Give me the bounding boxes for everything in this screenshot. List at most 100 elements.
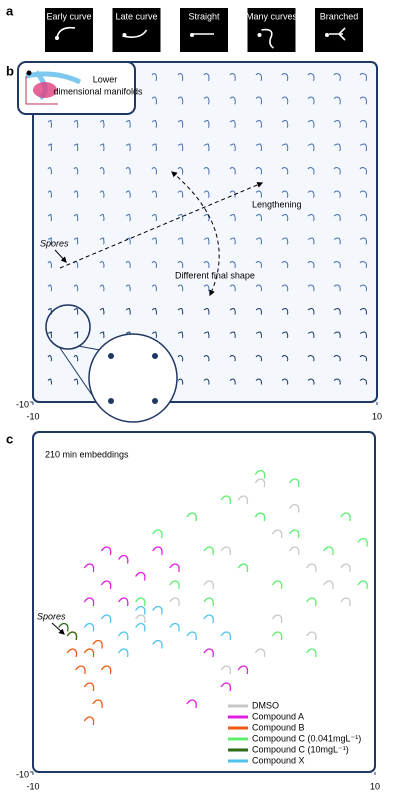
glyph (203, 143, 210, 152)
point (83, 682, 95, 692)
legend-label: Compound B (252, 722, 305, 732)
point (203, 614, 214, 624)
glyph (333, 73, 341, 82)
glyph (125, 214, 131, 222)
glyph (333, 378, 341, 385)
glyph (99, 167, 105, 175)
glyph (307, 96, 315, 105)
point (100, 665, 112, 675)
glyph (359, 331, 367, 339)
glyph (333, 214, 341, 222)
point (135, 597, 146, 607)
y-tick-label: -10 (16, 769, 29, 779)
thumbnail-label: Branched (320, 11, 359, 21)
glyph (281, 120, 289, 128)
glyph (203, 73, 210, 82)
glyph (47, 284, 52, 292)
panel-b: Spores Lengthening Different final shape… (16, 61, 382, 423)
point (83, 622, 95, 632)
point (203, 580, 214, 590)
glyph (281, 308, 289, 315)
zoom-circle (88, 333, 178, 423)
glyph (307, 190, 315, 198)
glyph (281, 143, 289, 152)
glyph (177, 73, 184, 82)
point (100, 546, 112, 556)
glyph (99, 190, 105, 198)
point (237, 665, 249, 675)
glyph (151, 284, 157, 292)
glyph (125, 120, 131, 128)
glyph (255, 96, 262, 105)
glyph (359, 143, 367, 152)
glyph (151, 120, 157, 128)
glyph (47, 214, 52, 222)
glyph (359, 190, 367, 198)
glyph (73, 190, 79, 198)
point (306, 648, 317, 658)
glyph (307, 378, 315, 385)
glyph (177, 355, 184, 362)
point (100, 580, 112, 590)
point (271, 614, 283, 624)
point (220, 546, 232, 556)
glyph (73, 237, 79, 245)
annotation: Lengthening (252, 199, 302, 209)
glyph (333, 261, 341, 268)
glyph (203, 331, 210, 339)
point (288, 529, 300, 539)
glyph (229, 331, 236, 339)
glyph (333, 355, 341, 362)
glyph (281, 331, 289, 339)
glyph (99, 331, 105, 339)
point (357, 580, 368, 590)
glyph (229, 261, 236, 268)
point (135, 605, 146, 615)
glyph (229, 120, 236, 128)
glyph (255, 73, 262, 82)
point (254, 478, 266, 488)
glyph (73, 355, 79, 362)
point (271, 580, 283, 590)
arrow (51, 622, 65, 635)
glyph (281, 214, 289, 222)
thumbnail-label: Many curves (246, 11, 298, 21)
inset-label: Lower (93, 74, 118, 84)
glyph (151, 143, 157, 152)
point (237, 563, 249, 573)
glyph (255, 284, 262, 292)
glyph (177, 378, 184, 385)
glyph (177, 120, 184, 128)
glyph (255, 167, 262, 175)
point (75, 665, 86, 675)
glyph (47, 261, 52, 268)
point (220, 631, 232, 641)
x-tick-label: -10 (26, 411, 39, 421)
glyph (203, 355, 210, 362)
thumbnail-spore (122, 33, 127, 37)
glyph (307, 167, 315, 175)
point (169, 622, 180, 632)
glyph (333, 284, 341, 292)
glyph (151, 190, 157, 198)
point (340, 563, 351, 573)
glyph (333, 308, 341, 315)
glyph (307, 214, 315, 222)
glyph (333, 331, 341, 339)
glyph (359, 73, 367, 82)
glyph (229, 73, 236, 82)
glyph (255, 378, 262, 385)
glyph (333, 143, 341, 152)
glyph (229, 96, 236, 105)
glyph (73, 378, 79, 385)
glyph (99, 261, 105, 268)
legend-label: Compound X (252, 755, 305, 765)
point (340, 597, 351, 607)
glyph (281, 355, 289, 362)
point (306, 631, 317, 641)
glyph (307, 331, 315, 339)
point (83, 597, 95, 607)
glyph (125, 308, 131, 315)
glyph (255, 308, 262, 315)
glyph (99, 308, 105, 315)
